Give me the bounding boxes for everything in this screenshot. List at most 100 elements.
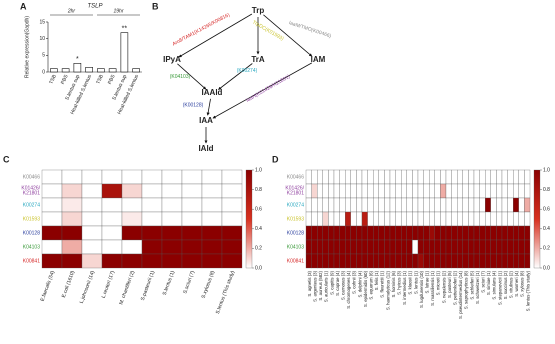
column-label: S. auricularis (1): [324, 270, 329, 302]
heat-cell: [479, 197, 486, 213]
heat-cell: [356, 211, 363, 227]
heat-cell: [181, 211, 203, 227]
heat-cell: [445, 253, 452, 269]
heat-cell: [367, 169, 374, 185]
colorbar-tick-label: 0.2: [255, 246, 262, 252]
column-label: L.johnsonii (14): [79, 270, 96, 304]
row-label: K00841: [287, 258, 304, 264]
heat-cell: [317, 253, 323, 269]
edge-arrow: [178, 13, 253, 58]
heat-cell: [322, 183, 329, 199]
column-label: S. pettenkoferi (2): [453, 270, 458, 305]
heat-cell: [468, 183, 475, 199]
heat-cell: [524, 253, 531, 269]
heat-cell: [345, 211, 351, 227]
heat-cell: [468, 211, 475, 227]
heat-cell: [451, 183, 458, 199]
heat-cell: [161, 239, 183, 255]
heat-cell: [518, 211, 525, 227]
colorbar-tick-label: 0.4: [543, 226, 550, 232]
heat-cell: [322, 225, 329, 241]
node-label: TrA: [251, 55, 265, 64]
heat-cell: [445, 211, 452, 227]
heat-cell: [333, 225, 340, 241]
heat-cell: [221, 239, 243, 255]
heat-cell: [333, 253, 340, 269]
heat-cell: [434, 169, 441, 185]
heat-cell: [328, 225, 335, 241]
heat-cell: [345, 239, 351, 255]
heat-cell: [412, 239, 419, 255]
heat-cell: [479, 225, 486, 241]
heat-cell: [367, 211, 374, 227]
heat-cell: [434, 197, 441, 213]
heat-cell: [389, 183, 396, 199]
y-tick-label: 5: [42, 53, 45, 59]
heat-cell: [501, 197, 508, 213]
edge-arrow: [206, 98, 211, 116]
heat-cell: [496, 225, 503, 241]
heat-cell: [513, 169, 519, 185]
heat-cell: [339, 239, 346, 255]
heat-cell: [201, 211, 223, 227]
row-label: K01593: [23, 216, 40, 222]
column-label: S. sciuri (7): [481, 270, 486, 292]
heat-cell: [81, 169, 103, 185]
heat-cell: [451, 211, 458, 227]
heat-cell: [339, 169, 346, 185]
heat-cell: [333, 197, 340, 213]
heat-cell: [317, 211, 323, 227]
heat-cell: [395, 169, 402, 185]
column-label: S.lentus (1): [162, 270, 176, 296]
heat-cell: [333, 239, 340, 255]
heat-cell: [305, 197, 312, 213]
heat-cell: [490, 211, 497, 227]
heat-cell: [121, 211, 143, 227]
heat-cell: [141, 225, 163, 241]
heat-cell: [401, 183, 407, 199]
bar: [85, 67, 93, 73]
group-label: 2hr: [67, 8, 76, 14]
heat-cell: [41, 239, 63, 255]
heat-cell: [445, 169, 452, 185]
row-label: K00466: [23, 174, 40, 180]
heat-cell: [121, 253, 143, 269]
heat-cell: [485, 197, 491, 213]
colorbar-tick-label: 0.6: [255, 207, 262, 213]
heat-cell: [201, 183, 223, 199]
column-label: S. kloosii (1): [408, 270, 413, 294]
heat-cell: [524, 239, 531, 255]
column-label: S. haemolyticus (12): [385, 270, 390, 310]
column-label: S. hyicus (3): [397, 270, 402, 294]
heat-cell: [406, 197, 413, 213]
heat-cell: [496, 239, 503, 255]
heat-cell: [350, 239, 357, 255]
heat-cell: [507, 211, 514, 227]
heat-cell: [81, 225, 103, 241]
column-label: S. nepalensis (2): [441, 270, 446, 303]
heat-cell: [423, 211, 430, 227]
heat-cell: [479, 211, 486, 227]
heat-cell: [445, 239, 452, 255]
panel-letter: A: [20, 1, 27, 11]
colorbar-tick-label: 0.8: [255, 187, 262, 193]
heat-cell: [339, 253, 346, 269]
heat-cell: [41, 253, 63, 269]
node-label: IPyA: [163, 55, 181, 64]
heat-cell: [417, 169, 424, 185]
heat-cell: [311, 197, 318, 213]
heat-cell: [524, 197, 531, 213]
edge-label: IaaH(K01426/K21801): [245, 74, 291, 104]
heat-cell: [305, 239, 312, 255]
heat-cell: [61, 225, 83, 241]
heat-cell: [513, 183, 519, 199]
heat-cell: [373, 211, 379, 227]
heat-cell: [440, 225, 447, 241]
heat-cell: [423, 169, 430, 185]
x-tick-label: TSB: [48, 73, 58, 85]
heat-cell: [333, 211, 340, 227]
heat-cell: [490, 225, 497, 241]
column-label: S. massiliensis (1): [430, 270, 435, 305]
heat-cell: [423, 253, 430, 269]
heat-cell: [161, 183, 183, 199]
